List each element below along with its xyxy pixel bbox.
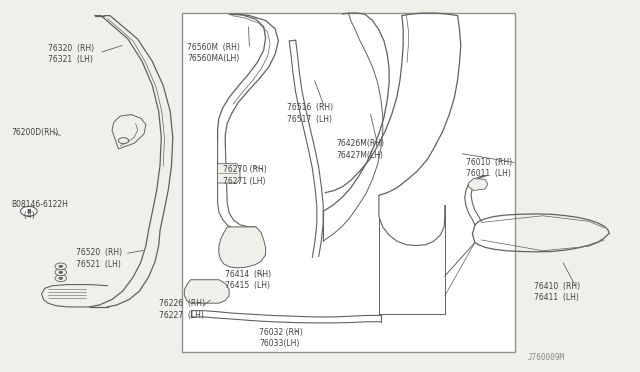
Text: 76032 (RH)
76033(LH): 76032 (RH) 76033(LH) bbox=[259, 328, 303, 348]
Circle shape bbox=[55, 263, 67, 270]
Text: B: B bbox=[26, 209, 31, 214]
Polygon shape bbox=[219, 227, 266, 268]
Circle shape bbox=[55, 269, 67, 276]
Circle shape bbox=[20, 206, 37, 216]
Text: 76200D(RH): 76200D(RH) bbox=[12, 128, 59, 137]
Circle shape bbox=[59, 271, 63, 273]
Circle shape bbox=[59, 265, 63, 267]
Circle shape bbox=[118, 138, 129, 144]
Circle shape bbox=[59, 277, 63, 279]
Text: 76270 (RH)
76271 (LH): 76270 (RH) 76271 (LH) bbox=[223, 166, 266, 186]
Polygon shape bbox=[112, 115, 146, 149]
Text: J760009M: J760009M bbox=[528, 353, 565, 362]
Text: 76010  (RH)
76011  (LH): 76010 (RH) 76011 (LH) bbox=[466, 158, 512, 178]
Circle shape bbox=[55, 275, 67, 282]
Text: B08146-6122H
     (4): B08146-6122H (4) bbox=[12, 200, 68, 220]
Text: 76516  (RH)
76517  (LH): 76516 (RH) 76517 (LH) bbox=[287, 103, 333, 124]
Bar bbox=[182, 13, 515, 352]
Text: 76226  (RH)
76227  (LH): 76226 (RH) 76227 (LH) bbox=[159, 299, 205, 320]
Polygon shape bbox=[218, 164, 240, 183]
Polygon shape bbox=[184, 280, 229, 303]
Text: 76560M  (RH)
76560MA(LH): 76560M (RH) 76560MA(LH) bbox=[187, 43, 240, 63]
Polygon shape bbox=[468, 179, 488, 190]
Text: 76520  (RH)
76521  (LH): 76520 (RH) 76521 (LH) bbox=[76, 248, 122, 269]
Text: 76320  (RH)
76321  (LH): 76320 (RH) 76321 (LH) bbox=[48, 44, 94, 64]
Text: 76410  (RH)
76411  (LH): 76410 (RH) 76411 (LH) bbox=[534, 282, 580, 302]
Text: 76426M(RH)
76427M(LH): 76426M(RH) 76427M(LH) bbox=[336, 140, 384, 160]
Text: 76414  (RH)
76415  (LH): 76414 (RH) 76415 (LH) bbox=[225, 270, 271, 290]
